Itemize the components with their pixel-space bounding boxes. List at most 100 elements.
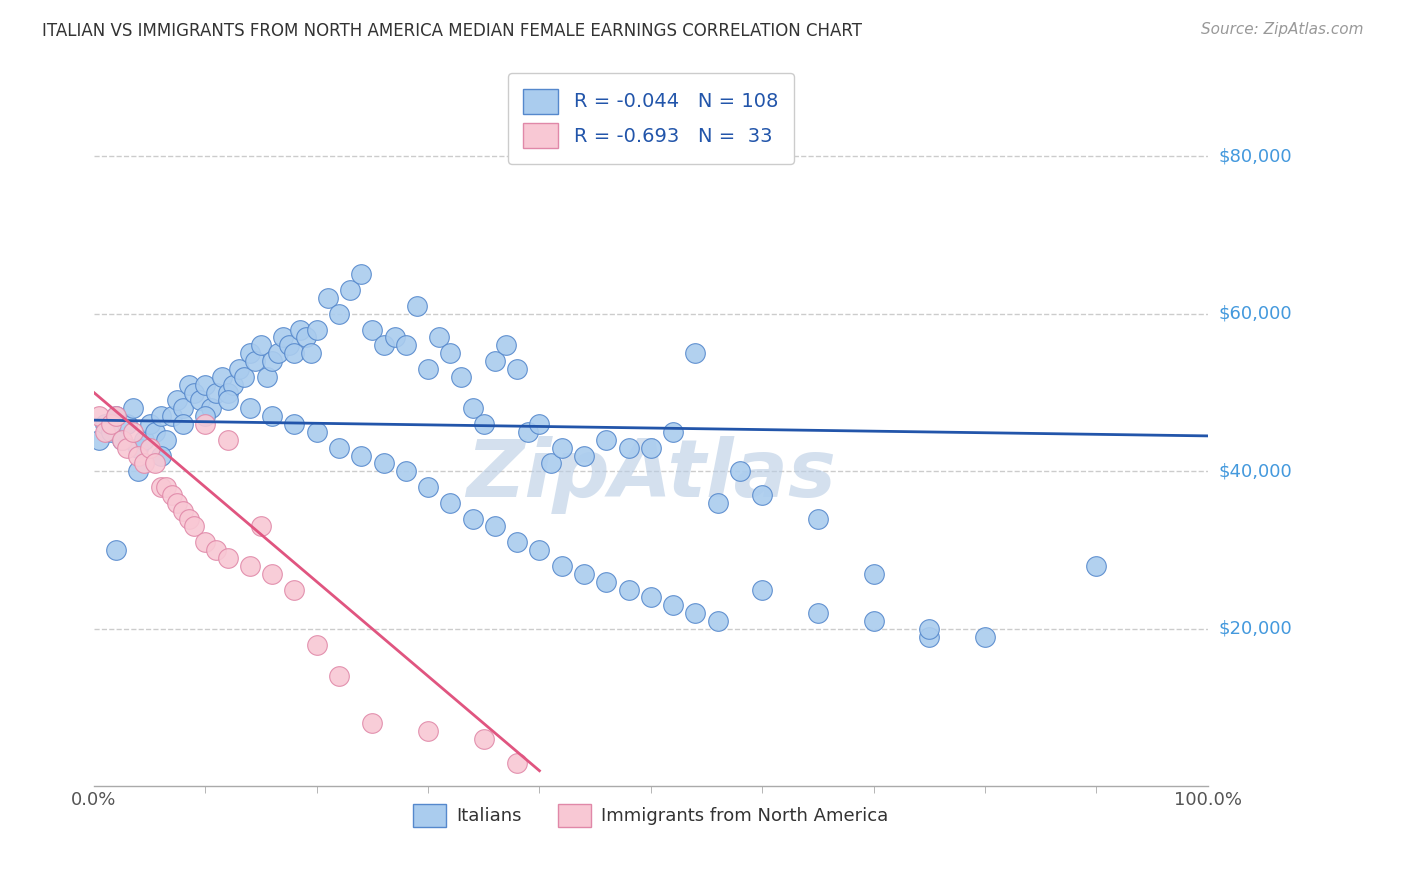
Point xyxy=(862,566,884,581)
Point xyxy=(166,496,188,510)
Point xyxy=(540,457,562,471)
Point xyxy=(256,369,278,384)
Text: $20,000: $20,000 xyxy=(1219,620,1292,638)
Point xyxy=(271,330,294,344)
Point xyxy=(595,574,617,589)
Point xyxy=(105,409,128,424)
Point xyxy=(194,417,217,431)
Point xyxy=(94,417,117,431)
Point xyxy=(461,401,484,416)
Point xyxy=(299,346,322,360)
Text: Source: ZipAtlas.com: Source: ZipAtlas.com xyxy=(1201,22,1364,37)
Point xyxy=(239,346,262,360)
Point xyxy=(160,488,183,502)
Point xyxy=(127,441,149,455)
Point xyxy=(117,441,139,455)
Point xyxy=(974,630,997,644)
Point xyxy=(517,425,540,439)
Point xyxy=(918,622,941,636)
Point xyxy=(728,464,751,478)
Point xyxy=(495,338,517,352)
Point xyxy=(807,606,830,620)
Point xyxy=(105,409,128,424)
Point xyxy=(595,433,617,447)
Point xyxy=(100,425,122,439)
Text: $40,000: $40,000 xyxy=(1219,462,1292,481)
Point xyxy=(472,417,495,431)
Point xyxy=(484,354,506,368)
Point xyxy=(350,449,373,463)
Point xyxy=(361,322,384,336)
Point xyxy=(127,464,149,478)
Text: $60,000: $60,000 xyxy=(1219,305,1292,323)
Point xyxy=(194,409,217,424)
Point xyxy=(143,457,166,471)
Point xyxy=(751,582,773,597)
Point xyxy=(706,496,728,510)
Point xyxy=(662,599,685,613)
Point xyxy=(361,716,384,731)
Point xyxy=(149,409,172,424)
Point xyxy=(205,543,228,558)
Point xyxy=(450,369,472,384)
Point xyxy=(100,417,122,431)
Point xyxy=(439,496,461,510)
Point xyxy=(416,724,439,739)
Point xyxy=(233,369,256,384)
Point xyxy=(138,441,160,455)
Point xyxy=(572,566,595,581)
Point xyxy=(267,346,290,360)
Point xyxy=(111,433,134,447)
Point xyxy=(461,511,484,525)
Point xyxy=(194,377,217,392)
Point xyxy=(217,433,239,447)
Point xyxy=(188,393,211,408)
Point xyxy=(472,732,495,747)
Point xyxy=(439,346,461,360)
Point xyxy=(406,299,429,313)
Point xyxy=(706,614,728,628)
Point xyxy=(339,283,361,297)
Point xyxy=(127,449,149,463)
Point xyxy=(149,449,172,463)
Point xyxy=(395,338,418,352)
Point xyxy=(122,425,145,439)
Point xyxy=(506,756,529,770)
Point xyxy=(239,558,262,573)
Point xyxy=(149,480,172,494)
Point xyxy=(183,385,205,400)
Legend: Italians, Immigrants from North America: Italians, Immigrants from North America xyxy=(406,797,896,834)
Text: ITALIAN VS IMMIGRANTS FROM NORTH AMERICA MEDIAN FEMALE EARNINGS CORRELATION CHAR: ITALIAN VS IMMIGRANTS FROM NORTH AMERICA… xyxy=(42,22,862,40)
Point xyxy=(529,543,551,558)
Point xyxy=(105,543,128,558)
Point xyxy=(551,441,574,455)
Point xyxy=(250,338,273,352)
Point xyxy=(328,669,350,683)
Point xyxy=(305,425,328,439)
Point xyxy=(277,338,299,352)
Point xyxy=(89,409,111,424)
Point xyxy=(155,433,177,447)
Point xyxy=(200,401,222,416)
Point xyxy=(160,409,183,424)
Point xyxy=(111,433,134,447)
Point xyxy=(529,417,551,431)
Point xyxy=(194,535,217,549)
Point xyxy=(572,449,595,463)
Point xyxy=(294,330,316,344)
Point xyxy=(211,369,233,384)
Point xyxy=(89,433,111,447)
Point xyxy=(94,425,117,439)
Point xyxy=(183,519,205,533)
Point xyxy=(177,377,200,392)
Point xyxy=(662,425,685,439)
Point xyxy=(239,401,262,416)
Point xyxy=(640,441,662,455)
Point xyxy=(617,582,640,597)
Point xyxy=(328,307,350,321)
Point xyxy=(395,464,418,478)
Point xyxy=(132,433,155,447)
Point xyxy=(262,354,284,368)
Text: $80,000: $80,000 xyxy=(1219,147,1292,165)
Point xyxy=(283,346,305,360)
